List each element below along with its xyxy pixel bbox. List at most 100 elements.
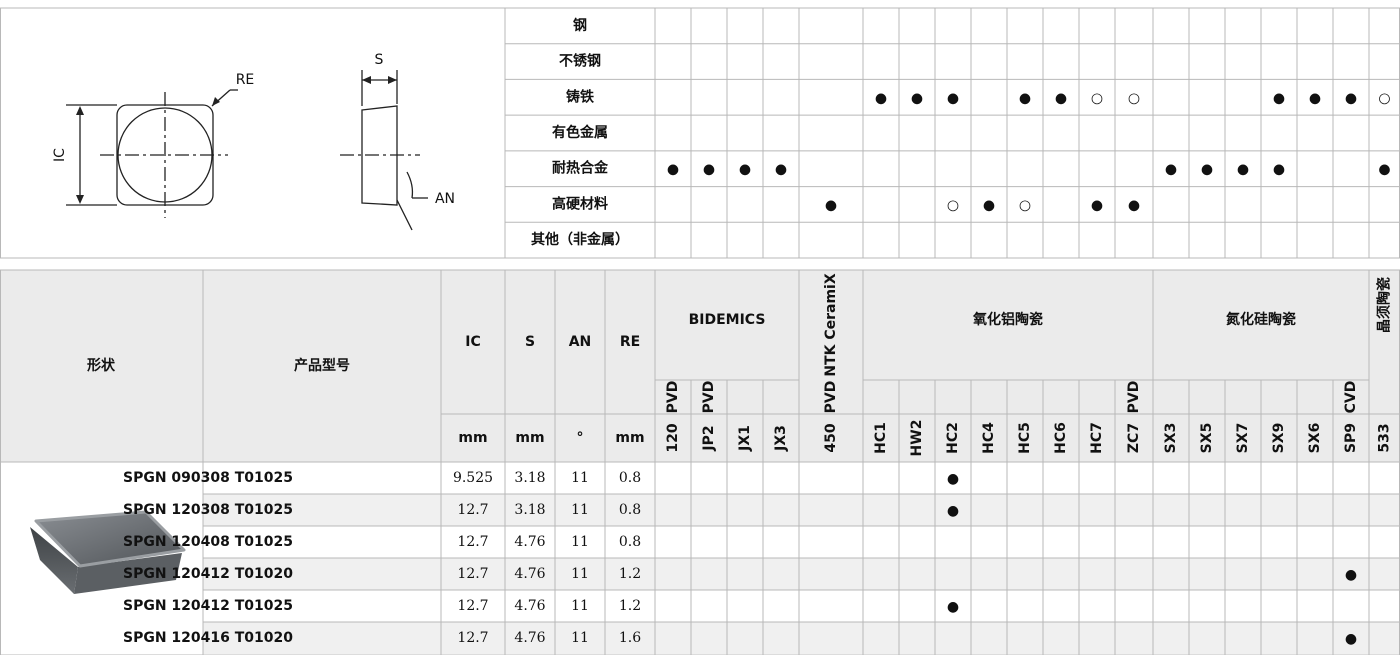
grade-name: 450 [823,423,839,452]
material-mark: ○ [947,197,959,213]
dim-value: 11 [571,630,589,646]
grade-name: SP9 [1343,423,1359,453]
dim-value: 12.7 [457,502,488,518]
group-name: 氧化铝陶瓷 [972,311,1043,328]
grade-name: JP2 [701,425,717,451]
coating: PVD [701,381,717,414]
material-mark: ● [1201,162,1213,178]
material-mark: ● [983,197,995,213]
top-frame [0,7,1400,259]
insert-photo [30,510,186,594]
material-mark: ● [911,90,923,106]
grade-name: SX5 [1199,423,1215,454]
product-model: SPGN 120408 T01025 [123,534,293,550]
insert-side-view [361,105,398,206]
insert-diagram: RE S IC AN [52,52,455,231]
dim-value: 11 [571,534,589,550]
product-model: SPGN 120416 T01020 [123,630,293,646]
shape-header: 形状 [87,357,116,374]
dim-value: 9.525 [453,470,493,486]
material-mark: ● [1345,90,1357,106]
product-mark: ● [947,471,959,487]
dim-value: 1.6 [619,630,641,646]
re-label: RE [236,72,255,88]
material-name: 铸铁 [566,88,594,105]
dim-value: 11 [571,598,589,614]
insert-front [74,553,182,594]
grade-name: 533 [1377,423,1393,452]
grade-name: SX3 [1163,423,1179,454]
grade-name: SX6 [1307,423,1323,454]
dim-value: 12.7 [457,598,488,614]
dim-header: IC [465,334,480,350]
coating: PVD [823,381,839,414]
material-mark: ● [1055,90,1067,106]
ic-label: IC [52,148,68,162]
material-mark: ● [1128,197,1140,213]
coating: PVD [1126,381,1142,414]
product-mark: ● [947,503,959,519]
product-model: SPGN 120412 T01025 [123,598,293,614]
dim-header: AN [569,334,592,350]
row-shade [203,494,1400,526]
material-name: 钢 [573,17,587,34]
material-mark: ● [1309,90,1321,106]
dim-value: 11 [571,566,589,582]
material-mark: ● [1378,162,1390,178]
grade-name: HC1 [873,422,889,454]
material-name: 不锈钢 [559,53,601,70]
dim-value: 4.76 [514,566,545,582]
dim-value: 3.18 [514,470,545,486]
dim-value: 0.8 [619,470,641,486]
grade-name: HC7 [1089,422,1105,454]
material-mark: ● [775,162,787,178]
coating: CVD [1343,381,1359,414]
material-mark: ● [825,197,837,213]
dim-value: 1.2 [619,598,641,614]
dim-value: 0.8 [619,502,641,518]
arrow [212,97,220,106]
material-mark: ● [1273,90,1285,106]
coating: PVD [665,381,681,414]
material-mark: ● [1019,90,1031,106]
material-mark: ○ [1091,90,1103,106]
product-model: SPGN 120308 T01025 [123,502,293,518]
material-mark: ● [947,90,959,106]
grade-name: SX7 [1235,423,1251,454]
header-bg [0,270,1400,462]
grade-name: HW2 [909,420,925,457]
product-model: SPGN 120412 T01020 [123,566,293,582]
grade-name: SX9 [1271,423,1287,454]
material-mark: ○ [1378,90,1390,106]
dim-value: 1.2 [619,566,641,582]
dim-value: 4.76 [514,630,545,646]
material-name: 耐热合金 [552,160,609,177]
an-label: AN [435,191,455,207]
grade-name: HC4 [981,422,997,454]
dim-value: 4.76 [514,598,545,614]
product-mark: ● [1345,567,1357,583]
material-mark: ● [703,162,715,178]
material-mark: ● [1165,162,1177,178]
material-mark: ● [667,162,679,178]
material-name: 有色金属 [552,124,608,141]
dim-value: 12.7 [457,566,488,582]
arrows [362,76,397,84]
dim-unit: mm [458,430,487,446]
dim-unit: mm [615,430,644,446]
group-name: NTK CeramiX [823,273,839,376]
material-mark: ● [1237,162,1249,178]
dim-value: 12.7 [457,630,488,646]
material-mark: ● [1091,197,1103,213]
material-mark: ● [739,162,751,178]
dim-header: RE [620,334,640,350]
grade-name: HC5 [1017,422,1033,454]
dim-unit: ° [577,430,584,446]
product-mark: ● [947,599,959,615]
an-line [396,199,413,231]
grid [0,7,1400,655]
dim-header: S [525,334,535,350]
